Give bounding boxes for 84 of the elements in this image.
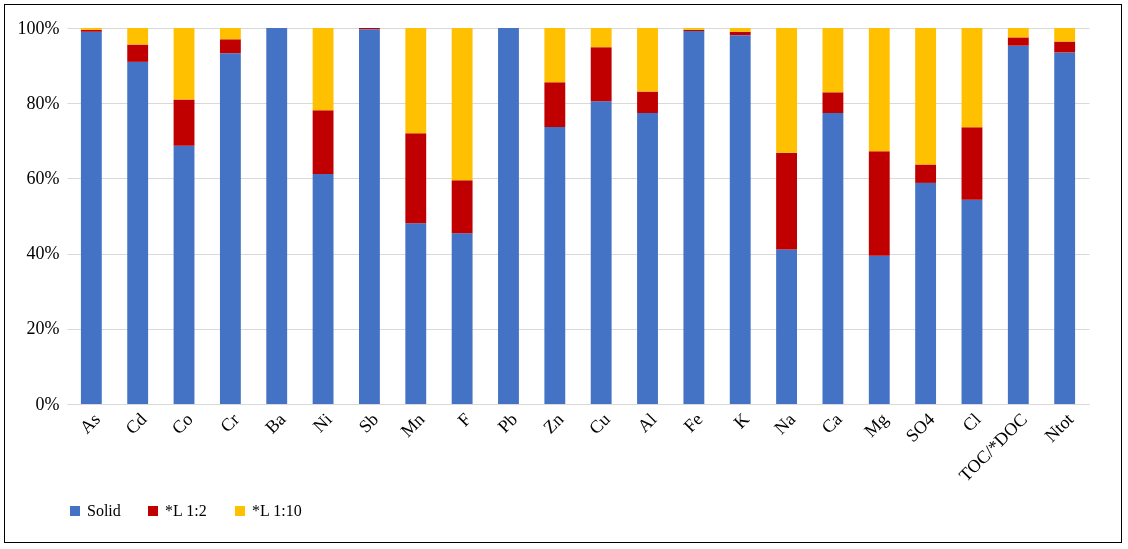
bar <box>590 101 612 404</box>
y-tick-label: 100% <box>17 17 60 38</box>
bar <box>544 126 566 404</box>
bar <box>544 82 566 127</box>
bar <box>173 99 195 146</box>
bar <box>359 29 380 404</box>
bar <box>822 112 844 404</box>
bar <box>312 173 334 404</box>
bar <box>961 199 983 404</box>
x-tick-label: Mn <box>396 409 429 441</box>
bar <box>1054 41 1076 53</box>
bar <box>451 233 473 404</box>
y-tick-label: 20% <box>26 318 60 339</box>
bar <box>637 28 658 92</box>
legend-label: *L 1:2 <box>165 502 207 519</box>
y-tick-label: 80% <box>26 92 60 113</box>
bar <box>312 110 334 174</box>
bar <box>776 28 797 153</box>
bar <box>637 91 658 113</box>
y-tick-label: 60% <box>26 167 60 188</box>
y-tick-label: 40% <box>26 243 60 264</box>
x-tick-label: Cr <box>216 409 244 436</box>
bar <box>266 28 288 404</box>
x-tick-label: Fe <box>679 409 707 436</box>
bar <box>173 28 195 100</box>
x-tick-label: Ba <box>261 409 290 438</box>
bar <box>312 28 334 111</box>
bar <box>729 28 751 32</box>
bar <box>590 28 612 48</box>
bar <box>915 182 937 404</box>
x-tick-label: Ca <box>817 409 846 438</box>
x-tick-label: Na <box>770 409 800 439</box>
bar <box>1054 52 1076 404</box>
bar <box>127 28 149 45</box>
bar <box>1007 37 1029 46</box>
bar <box>451 180 473 234</box>
bar <box>683 31 705 404</box>
bar <box>80 31 102 404</box>
bar <box>1007 45 1029 404</box>
bar <box>729 35 751 404</box>
legend-label: *L 1:10 <box>252 502 302 519</box>
bar <box>822 92 844 113</box>
bar <box>127 61 149 404</box>
x-tick-label: Zn <box>539 409 568 438</box>
bar <box>776 152 797 250</box>
bar <box>961 127 983 200</box>
bar <box>498 28 519 404</box>
bar <box>822 28 844 93</box>
x-tick-label: K <box>729 409 753 433</box>
bar <box>219 39 241 54</box>
bar <box>405 28 427 134</box>
bar <box>590 47 612 102</box>
x-tick-label: F <box>453 409 475 431</box>
bar <box>868 151 890 256</box>
x-tick-label: Sb <box>354 409 383 437</box>
x-tick-label: Co <box>167 409 197 439</box>
bar <box>915 28 937 165</box>
x-tick-label: Al <box>633 409 661 436</box>
bar <box>127 44 149 62</box>
x-tick-label: Mg <box>860 409 892 441</box>
bar <box>219 28 241 40</box>
bar <box>1054 28 1076 42</box>
legend-label: Solid <box>87 502 121 519</box>
x-tick-label: SO4 <box>901 409 939 446</box>
bar <box>776 249 797 404</box>
x-tick-label: Ntot <box>1040 409 1078 446</box>
x-tick-label: Ni <box>308 409 336 436</box>
x-tick-label: Cd <box>121 409 151 439</box>
bar <box>405 223 427 404</box>
bar <box>451 28 473 181</box>
bar <box>637 112 658 404</box>
bar <box>868 255 890 404</box>
bar <box>915 164 937 183</box>
bar <box>544 28 566 83</box>
bar <box>1007 28 1029 38</box>
bar <box>868 28 890 152</box>
bar <box>173 145 195 404</box>
x-tick-label: Cu <box>584 409 614 439</box>
bar <box>219 53 241 404</box>
bar <box>961 28 983 128</box>
x-tick-label: Pb <box>493 409 522 437</box>
x-tick-label: As <box>75 409 105 438</box>
y-tick-label: 0% <box>35 393 60 414</box>
bar <box>405 133 427 224</box>
